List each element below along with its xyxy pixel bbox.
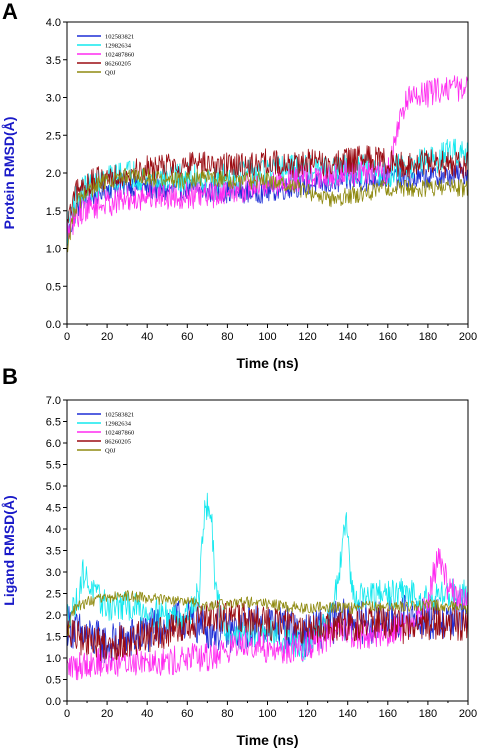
axis-ticks-b: 0 20 40 60 80 100 120 140 160 180 200 0.0 0.5 1.0 1.5 2… bbox=[46, 395, 477, 720]
y-tick-label: 7.0 bbox=[46, 395, 61, 407]
y-tick-label: 5.5 bbox=[46, 460, 61, 472]
y-tick-label: 0.5 bbox=[46, 675, 61, 687]
panel-letter-a: A bbox=[2, 0, 18, 24]
legend-a: 102583821 12982634 102487860 86260205 Q0J bbox=[77, 34, 134, 77]
y-tick-label: 0.5 bbox=[46, 281, 61, 293]
panel-b: B 0 20 40 60 80 100 120 140 160 180 200 0.0 0.5 1.0 1.… bbox=[1, 364, 477, 748]
x-tick-label: 20 bbox=[101, 708, 113, 720]
x-tick-label: 140 bbox=[339, 708, 357, 720]
x-tick-label: 180 bbox=[419, 331, 437, 343]
legend-entry: 12982634 bbox=[105, 43, 132, 50]
y-tick-label: 3.0 bbox=[46, 567, 61, 579]
x-axis-title-b: Time (ns) bbox=[237, 732, 299, 748]
y-tick-label: 6.0 bbox=[46, 438, 61, 450]
x-tick-label: 80 bbox=[221, 331, 233, 343]
x-tick-label: 40 bbox=[141, 331, 153, 343]
series-lines-b bbox=[66, 492, 469, 681]
y-tick-label: 2.5 bbox=[46, 130, 61, 142]
y-tick-label: 1.0 bbox=[46, 653, 61, 665]
x-tick-label: 140 bbox=[339, 331, 357, 343]
series-line-102487860 bbox=[66, 75, 469, 240]
y-tick-label: 6.5 bbox=[46, 417, 61, 429]
x-tick-label: 200 bbox=[459, 708, 477, 720]
x-tick-label: 100 bbox=[258, 708, 276, 720]
x-tick-label: 180 bbox=[419, 708, 437, 720]
y-axis-title-b: Ligand RMSD(Å) bbox=[1, 495, 17, 605]
y-tick-label: 2.0 bbox=[46, 168, 61, 180]
legend-entry: 12982634 bbox=[105, 421, 132, 428]
series-lines-a bbox=[66, 75, 469, 253]
series-line-Q0J bbox=[66, 167, 469, 253]
series-line-86260205 bbox=[66, 145, 469, 224]
legend-entry: 102583821 bbox=[105, 34, 134, 41]
x-tick-label: 160 bbox=[379, 708, 397, 720]
panel-a: A 0 20 40 60 80 100 120 140 160 180 200 0.0 0.5 1.0 1.… bbox=[1, 0, 477, 371]
x-tick-label: 60 bbox=[181, 708, 193, 720]
y-tick-label: 1.0 bbox=[46, 244, 61, 256]
y-tick-label: 2.0 bbox=[46, 610, 61, 622]
y-tick-label: 4.5 bbox=[46, 503, 61, 515]
series-line-86260205 bbox=[66, 599, 469, 662]
y-tick-label: 3.5 bbox=[46, 55, 61, 67]
y-tick-label: 2.5 bbox=[46, 589, 61, 601]
series-line-12982634 bbox=[66, 138, 469, 245]
series-line-Q0J bbox=[66, 590, 469, 637]
plot-border-a bbox=[66, 21, 469, 325]
y-tick-label: 4.0 bbox=[46, 17, 61, 29]
legend-entry: 102487860 bbox=[105, 430, 134, 437]
x-tick-label: 0 bbox=[64, 708, 70, 720]
x-tick-label: 120 bbox=[298, 331, 316, 343]
x-tick-label: 100 bbox=[258, 331, 276, 343]
y-tick-label: 1.5 bbox=[46, 206, 61, 218]
legend-entry: 102583821 bbox=[105, 412, 134, 419]
legend-b: 102583821 12982634 102487860 86260205 Q0J bbox=[77, 412, 134, 455]
series-line-102487860 bbox=[66, 547, 469, 681]
y-tick-label: 0.0 bbox=[46, 319, 61, 331]
y-axis-title-a: Protein RMSD(Å) bbox=[1, 117, 17, 230]
legend-entry: Q0J bbox=[105, 448, 116, 455]
x-tick-label: 20 bbox=[101, 331, 113, 343]
x-tick-label: 160 bbox=[379, 331, 397, 343]
y-tick-label: 0.0 bbox=[46, 696, 61, 708]
x-axis-title-a: Time (ns) bbox=[237, 355, 299, 371]
y-tick-label: 4.0 bbox=[46, 524, 61, 536]
legend-entry: 86260205 bbox=[105, 439, 131, 446]
plot-area-b bbox=[67, 400, 468, 701]
y-tick-label: 5.0 bbox=[46, 481, 61, 493]
x-tick-label: 60 bbox=[181, 331, 193, 343]
x-tick-label: 80 bbox=[221, 708, 233, 720]
axis-ticks-a: 0 20 40 60 80 100 120 140 160 180 200 0.0 0.5 1.0 1.5 2… bbox=[46, 17, 477, 343]
plot-border-b bbox=[66, 399, 469, 702]
x-tick-label: 120 bbox=[298, 708, 316, 720]
legend-entry: Q0J bbox=[105, 70, 116, 77]
y-tick-label: 3.5 bbox=[46, 546, 61, 558]
x-tick-label: 200 bbox=[459, 331, 477, 343]
panel-letter-b: B bbox=[2, 364, 18, 389]
x-tick-label: 0 bbox=[64, 331, 70, 343]
legend-entry: 86260205 bbox=[105, 61, 131, 68]
legend-entry: 102487860 bbox=[105, 52, 134, 59]
x-tick-label: 40 bbox=[141, 708, 153, 720]
y-tick-label: 3.0 bbox=[46, 93, 61, 105]
y-tick-label: 1.5 bbox=[46, 632, 61, 644]
